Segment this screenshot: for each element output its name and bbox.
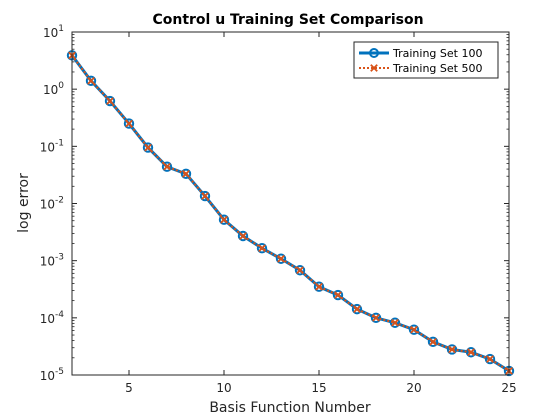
- data-point: [258, 244, 266, 253]
- x-marker-stroke: [220, 215, 228, 224]
- data-point: [465, 347, 477, 358]
- y-tick-label: 10-5: [40, 367, 64, 383]
- data-point: [391, 318, 399, 327]
- x-marker-stroke: [144, 143, 152, 152]
- x-marker-stroke: [277, 254, 285, 263]
- data-point: [427, 336, 439, 348]
- x-marker-stroke: [410, 325, 418, 334]
- data-point: [446, 344, 458, 355]
- x-marker-stroke: [163, 162, 171, 171]
- data-point: [237, 230, 249, 242]
- x-marker-stroke: [296, 266, 304, 275]
- x-marker-stroke: [258, 244, 266, 253]
- data-point: [142, 142, 154, 153]
- data-point: [313, 281, 325, 292]
- data-point: [353, 305, 361, 313]
- y-tick-label: 10-1: [40, 138, 64, 154]
- legend-label: Training Set 100: [392, 47, 482, 60]
- data-point: [332, 289, 344, 301]
- data-point: [144, 143, 152, 152]
- x-marker-stroke: [239, 232, 247, 240]
- legend-marker: [370, 64, 378, 72]
- data-point: [370, 312, 382, 324]
- data-point: [448, 345, 456, 354]
- axes-box: [71, 31, 510, 376]
- series-1: [66, 50, 515, 377]
- data-point: [180, 168, 192, 180]
- x-marker-stroke: [315, 282, 323, 291]
- y-tick-label: 101: [43, 24, 64, 40]
- data-point: [410, 325, 418, 334]
- data-point: [220, 215, 228, 224]
- data-point: [294, 265, 306, 276]
- data-point: [389, 317, 401, 328]
- data-point: [104, 95, 116, 107]
- x-tick-label: 25: [501, 381, 516, 395]
- data-point: [218, 214, 230, 225]
- data-point: [408, 324, 420, 335]
- legend-entry-1: Training Set 100: [359, 47, 482, 60]
- data-point: [239, 232, 247, 240]
- x-marker-stroke: [125, 119, 133, 128]
- data-point: [163, 162, 171, 171]
- plot-area: [72, 32, 509, 375]
- legend-label: Training Set 500: [392, 62, 482, 75]
- y-tick-label: 10-3: [40, 253, 64, 269]
- data-point: [199, 190, 211, 202]
- data-point: [85, 75, 97, 87]
- x-axis-label: Basis Function Number: [209, 400, 371, 416]
- data-point: [372, 313, 380, 322]
- data-point: [275, 253, 287, 264]
- x-marker-stroke: [448, 345, 456, 354]
- y-tick-label: 10-2: [40, 196, 64, 212]
- data-point: [106, 97, 114, 105]
- x-marker-stroke: [106, 97, 114, 105]
- x-marker-stroke: [334, 291, 342, 299]
- data-point: [296, 266, 304, 275]
- x-marker-stroke: [486, 355, 494, 363]
- x-marker-stroke: [201, 192, 209, 200]
- x-marker-stroke: [353, 305, 361, 313]
- legend-marker: [369, 48, 379, 58]
- legend-box: [353, 41, 499, 79]
- data-point: [315, 282, 323, 291]
- data-point: [87, 76, 95, 85]
- x-marker-stroke: [87, 76, 95, 85]
- x-tick-label: 20: [406, 381, 421, 395]
- data-point: [486, 355, 494, 363]
- x-tick-label: 5: [125, 381, 133, 395]
- data-point: [484, 353, 496, 365]
- data-point: [125, 119, 133, 128]
- x-tick-label: 10: [216, 381, 231, 395]
- x-tick-label: 15: [311, 381, 326, 395]
- legend-entry-2: Training Set 500: [359, 62, 482, 75]
- x-marker-stroke: [182, 170, 190, 178]
- x-marker-stroke: [391, 318, 399, 327]
- data-point: [182, 170, 190, 178]
- data-point: [429, 338, 437, 346]
- data-point: [123, 118, 135, 129]
- data-point: [161, 161, 173, 172]
- x-marker-stroke: [429, 338, 437, 346]
- chart-title: Control u Training Set Comparison: [152, 12, 423, 28]
- axis-ticks: 5 10 15 20 25 10-5 10-4 10-3 10-2 10-1 100 101: [40, 24, 517, 395]
- data-point: [467, 348, 475, 357]
- legend: Training Set 100 Training Set 500: [353, 41, 499, 79]
- x-marker-stroke: [372, 313, 380, 322]
- y-tick-label: 100: [43, 81, 64, 97]
- data-point: [351, 303, 363, 315]
- data-point: [277, 254, 285, 263]
- data-point: [256, 243, 268, 254]
- y-tick-label: 10-4: [40, 310, 65, 326]
- data-point: [334, 291, 342, 299]
- data-point: [201, 192, 209, 200]
- x-marker-stroke: [467, 348, 475, 357]
- y-axis-label: log error: [16, 173, 32, 233]
